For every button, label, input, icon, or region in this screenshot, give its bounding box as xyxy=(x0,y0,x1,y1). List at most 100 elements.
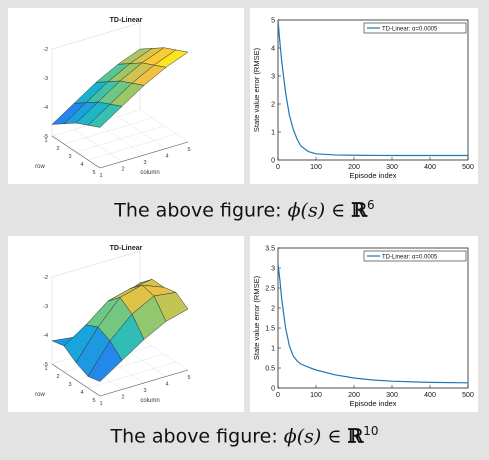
caption-top: The above figure: ϕ(s) ∈ ℝ6 xyxy=(0,198,489,221)
z-tick-label: -4 xyxy=(43,105,48,111)
y-tick-label: 3 xyxy=(271,74,275,81)
x-tick-label: 2 xyxy=(121,167,124,173)
y-tick-label: 5 xyxy=(92,170,95,176)
y-tick-label: 2.5 xyxy=(265,286,275,293)
line-plot-top: 0 100 200 300 400 500 0 1 2 3 4 5 Episode index State… xyxy=(252,18,474,181)
caption-bottom-math: ϕ(s) ∈ xyxy=(283,425,348,448)
y-axis-line xyxy=(51,135,101,169)
x-tick-label: 4 xyxy=(165,154,168,160)
y-tick-label: 2 xyxy=(56,146,59,152)
x-axis-line xyxy=(99,141,189,169)
x-tick-label: 1 xyxy=(99,173,102,179)
surface-title: TD-Linear xyxy=(110,245,143,252)
legend-label: TD-Linear: α=0.0005 xyxy=(382,26,438,32)
line-panel-bottom: 0 100 200 300 400 500 0 0.5 1 1.5 2 2.5 3 3.5 Episode … xyxy=(250,236,478,412)
caption-bottom-field: ℝ xyxy=(347,425,364,448)
x-axis-label: column xyxy=(140,170,159,176)
x-tick-label: 3 xyxy=(143,160,146,166)
y-tick-label: 4 xyxy=(80,162,83,168)
surface-panel-bottom: TD-Linear -2 -3 -4 -5 1 2 3 4 5 1 2 3 4 5 column row xyxy=(8,236,244,412)
series-line xyxy=(277,19,468,157)
caption-bottom-prefix: The above figure: xyxy=(110,425,284,448)
y-tick-label: 4 xyxy=(271,46,275,53)
x-tick-label: 5 xyxy=(187,375,190,381)
caption-top-prefix: The above figure: xyxy=(114,199,288,222)
legend-box xyxy=(363,250,467,262)
z-tick-label: -4 xyxy=(43,333,48,339)
x-tick-label: 0 xyxy=(276,164,280,171)
y-tick-label: 0 xyxy=(271,158,275,165)
y-tick-label: 4 xyxy=(80,390,83,396)
x-tick-label: 400 xyxy=(424,164,436,171)
y-tick-label: 1 xyxy=(271,130,275,137)
z-tick-label: -2 xyxy=(43,275,48,281)
caption-top-math: ϕ(s) ∈ xyxy=(287,199,352,222)
z-tick-label: -3 xyxy=(43,304,48,310)
x-tick-label: 100 xyxy=(310,164,322,171)
grid-line xyxy=(117,116,167,149)
x-tick-label: 300 xyxy=(386,392,398,399)
y-tick-label: 0 xyxy=(271,386,275,393)
x-tick-label: 200 xyxy=(348,164,360,171)
x-axis-label: Episode index xyxy=(349,399,396,408)
grid-line xyxy=(139,337,189,371)
surface-patch xyxy=(87,103,123,128)
y-tick-label: 2 xyxy=(271,306,275,313)
x-tick-label: 200 xyxy=(348,392,360,399)
caption-bottom: The above figure: ϕ(s) ∈ ℝ10 xyxy=(0,424,489,447)
y-tick-label: 2 xyxy=(271,102,275,109)
grid-line xyxy=(51,22,141,50)
x-tick-label: 2 xyxy=(121,395,124,401)
y-axis-line xyxy=(51,363,101,397)
y-axis-label: State value error (RMSE) xyxy=(252,275,261,360)
line-panel-top: 0 100 200 300 400 500 0 1 2 3 4 5 Episode index State… xyxy=(250,8,478,184)
y-tick-label: 5 xyxy=(92,398,95,404)
y-axis-label: row xyxy=(35,392,45,398)
series-line xyxy=(277,263,469,384)
line-plot-bottom: 0 100 200 300 400 500 0 0.5 1 1.5 2 2.5 3 3.5 Episode … xyxy=(252,246,474,409)
plot-area xyxy=(277,19,469,161)
y-tick-label: 0.5 xyxy=(265,366,275,373)
x-tick-label: 100 xyxy=(310,392,322,399)
legend-label: TD-Linear: α=0.0005 xyxy=(382,254,438,260)
surface-panel-top: TD-Linear -2 -3 -4 -5 1 2 3 4 5 1 2 3 4 5 column row xyxy=(8,8,244,184)
y-tick-label: 3 xyxy=(271,266,275,273)
x-tick-label: 400 xyxy=(424,392,436,399)
x-tick-label: 3 xyxy=(143,388,146,394)
grid-line xyxy=(87,361,177,389)
y-axis-label: State value error (RMSE) xyxy=(252,47,261,132)
grid-line xyxy=(139,109,189,143)
x-tick-label: 0 xyxy=(276,392,280,399)
grid-line xyxy=(87,133,177,161)
grid-line xyxy=(95,122,145,156)
caption-top-power: 6 xyxy=(367,198,375,212)
x-tick-label: 500 xyxy=(462,392,474,399)
x-tick-label: 300 xyxy=(386,164,398,171)
x-tick-label: 500 xyxy=(462,164,474,171)
grid-line xyxy=(51,250,141,278)
plot-area xyxy=(277,247,469,389)
caption-top-field: ℝ xyxy=(351,199,368,222)
surface-patch xyxy=(87,340,123,382)
z-tick-label: -5 xyxy=(43,134,48,140)
z-tick-label: -3 xyxy=(43,76,48,82)
y-tick-label: 3.5 xyxy=(265,246,275,253)
y-tick-label: 2 xyxy=(56,374,59,380)
surface-title: TD-Linear xyxy=(110,17,143,24)
y-tick-label: 3 xyxy=(68,382,71,388)
x-axis-label: Episode index xyxy=(349,171,396,180)
y-tick-label: 1 xyxy=(271,346,275,353)
caption-bottom-power: 10 xyxy=(363,424,379,438)
z-tick-label: -5 xyxy=(43,362,48,368)
z-tick-label: -2 xyxy=(43,47,48,53)
legend-box xyxy=(363,22,467,34)
x-axis-label: column xyxy=(140,398,159,404)
y-axis-label: row xyxy=(35,164,45,170)
y-tick-label: 3 xyxy=(68,154,71,160)
y-tick-label: 5 xyxy=(271,18,275,25)
y-tick-label: 1 xyxy=(44,138,47,144)
x-tick-label: 5 xyxy=(187,147,190,153)
x-tick-label: 4 xyxy=(165,382,168,388)
